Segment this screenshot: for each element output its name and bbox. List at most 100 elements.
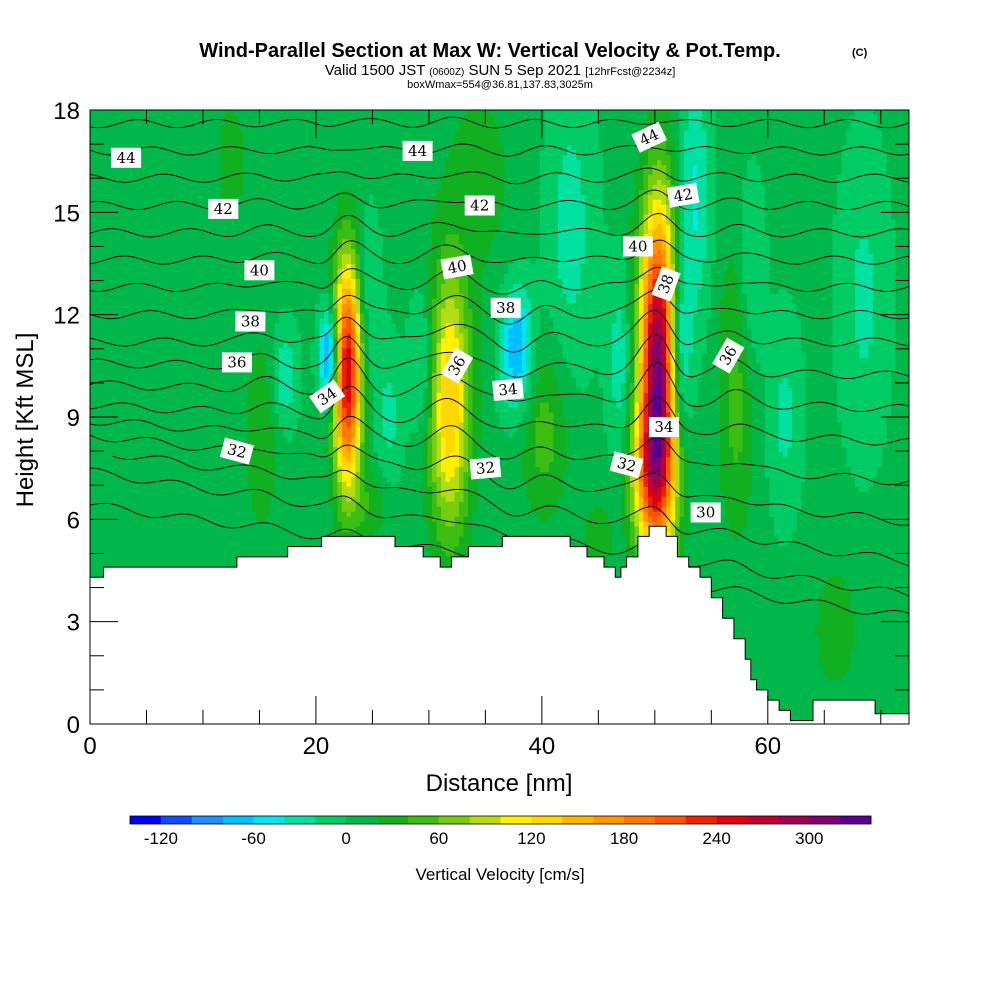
velocity-cell [801,481,856,487]
velocity-cell [333,446,339,453]
velocity-cell [684,263,703,270]
velocity-cell [90,471,249,478]
velocity-cell [855,283,874,289]
velocity-cell [747,313,798,319]
velocity-cell [360,357,366,364]
velocity-cell [679,149,685,156]
velocity-cell [666,204,672,210]
velocity-cell [369,317,393,324]
velocity-cell [513,283,523,289]
velocity-cell [648,213,654,220]
velocity-cell [549,402,564,408]
velocity-cell [652,436,663,443]
velocity-cell [432,397,438,403]
velocity-cell [360,308,366,314]
velocity-cell [373,402,384,408]
velocity-cell [301,342,312,349]
velocity-cell [90,119,226,126]
velocity-cell [436,332,442,339]
velocity-cell [337,407,343,413]
velocity-cell [252,367,267,374]
velocity-cell [846,139,883,146]
velocity-cell [360,322,366,329]
velocity-cell [256,352,267,359]
velocity-cell [369,501,384,507]
velocity-cell [895,278,909,284]
velocity-cell [634,357,640,364]
velocity-cell [351,238,357,245]
velocity-cell [855,313,874,319]
velocity-cell [720,421,730,428]
velocity-cell [270,392,276,398]
velocity-cell [720,412,730,418]
velocity-cell [648,218,654,225]
velocity-cell [382,273,429,279]
contour-label: 40 [440,254,474,280]
velocity-cell [328,342,334,349]
velocity-cell [427,525,438,532]
velocity-cell [333,233,339,240]
velocity-cell [720,327,744,334]
velocity-cell [643,288,649,294]
velocity-cell [468,446,474,453]
velocity-cell [382,253,429,260]
velocity-cell [670,322,676,329]
velocity-cell [270,511,334,517]
velocity-cell [364,298,388,304]
velocity-cell [634,204,640,210]
velocity-cell [643,525,649,532]
velocity-cell [666,476,672,482]
velocity-cell [351,402,357,408]
velocity-cell [648,278,654,284]
velocity-cell [558,377,577,383]
velocity-cell [283,342,289,349]
velocity-cell [346,407,352,413]
velocity-cell [630,293,636,299]
velocity-cell [648,184,654,190]
velocity-cell [436,402,442,408]
velocity-cell [459,342,465,349]
velocity-cell [670,110,681,116]
velocity-cell [612,540,627,547]
velocity-cell [832,243,861,250]
velocity-cell [670,392,676,398]
velocity-cell [670,213,676,220]
velocity-cell [531,298,568,304]
velocity-cell [567,466,622,473]
velocity-cell [337,263,343,270]
velocity-cell [648,486,654,492]
velocity-cell [540,233,559,240]
velocity-cell [882,461,909,468]
velocity-cell [868,347,897,354]
velocity-cell [468,352,474,359]
velocity-cell [733,535,739,542]
velocity-cell [648,362,654,369]
velocity-cell [675,303,681,309]
velocity-cell [454,441,460,448]
velocity-cell [855,639,909,646]
velocity-cell [423,303,429,309]
velocity-cell [639,332,645,339]
contour-label: 42 [666,182,700,208]
velocity-cell [832,322,856,329]
velocity-cell [679,595,820,601]
velocity-cell [544,119,600,126]
velocity-cell [634,372,640,378]
velocity-cell [643,491,649,497]
velocity-cell [652,223,658,230]
velocity-cell [873,268,897,274]
velocity-cell [679,451,685,458]
velocity-cell [747,506,771,512]
velocity-cell [337,456,343,463]
velocity-cell [765,392,780,398]
velocity-cell [508,288,528,294]
velocity-cell [715,194,744,200]
velocity-cell [522,352,528,359]
contour-label-box [221,352,252,373]
velocity-cell [468,392,474,398]
velocity-cell [472,362,483,369]
contour-label-box [309,379,346,414]
velocity-cell [522,347,528,354]
velocity-cell [733,263,744,270]
theta-contour-line [90,213,909,238]
